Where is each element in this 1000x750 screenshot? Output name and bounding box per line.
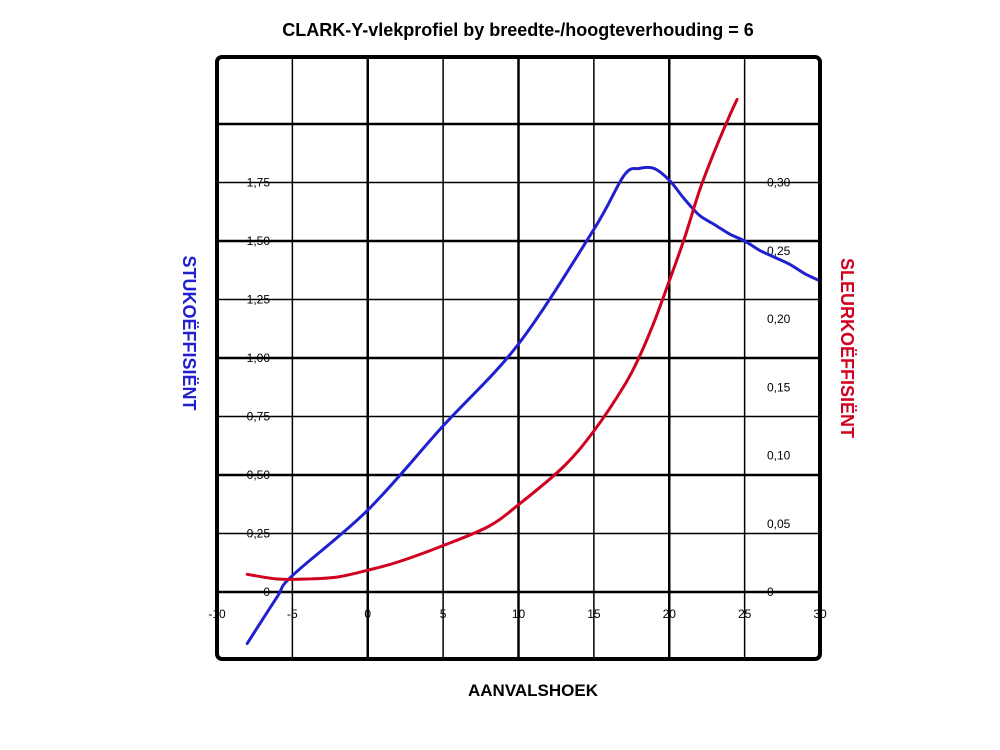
y-tick-label-left: 1,75: [247, 176, 271, 190]
plot-frame: [215, 55, 822, 661]
x-tick-label: 20: [663, 607, 677, 621]
x-tick-label: 5: [440, 607, 447, 621]
drag-curve: [245, 97, 739, 581]
y-tick-label-right: 0: [767, 585, 774, 599]
y-tick-label-left: 0,75: [247, 410, 271, 424]
x-axis-label: AANVALSHOEK: [468, 681, 599, 700]
y-tick-label-left: 1,00: [247, 351, 271, 365]
y-tick-label-left: 0,25: [247, 527, 271, 541]
x-tick-label: 15: [587, 607, 601, 621]
y-tick-label-right: 0,20: [767, 312, 791, 326]
chart-title: CLARK-Y-vlekprofiel by breedte-/hoogteve…: [282, 20, 754, 40]
y-tick-label-left: 1,50: [247, 234, 271, 248]
grid: [217, 57, 820, 659]
x-tick-label: 10: [512, 607, 526, 621]
y-tick-label-left: 0: [263, 585, 270, 599]
y-axis-label-right: SLEURKOËFFISIËNT: [837, 258, 857, 438]
x-tick-label: 0: [364, 607, 371, 621]
y-tick-label-left: 1,25: [247, 293, 271, 307]
y-tick-label-right: 0,10: [767, 449, 791, 463]
series-lines: [245, 97, 822, 645]
y-tick-label-left: 0,50: [247, 468, 271, 482]
lift-curve: [245, 165, 822, 645]
x-tick-label: -5: [287, 607, 298, 621]
tick-labels: -10 -5 0 5 10 15 20 25 3000,250,500,751,001,251,…: [208, 176, 827, 622]
y-axis-label-left: STUKOËFFISIËNT: [179, 255, 199, 410]
y-tick-label-right: 0,30: [767, 176, 791, 190]
y-tick-label-right: 0,15: [767, 380, 791, 394]
y-tick-label-right: 0,25: [767, 244, 791, 258]
y-tick-label-right: 0,05: [767, 517, 791, 531]
x-tick-label: 25: [738, 607, 752, 621]
